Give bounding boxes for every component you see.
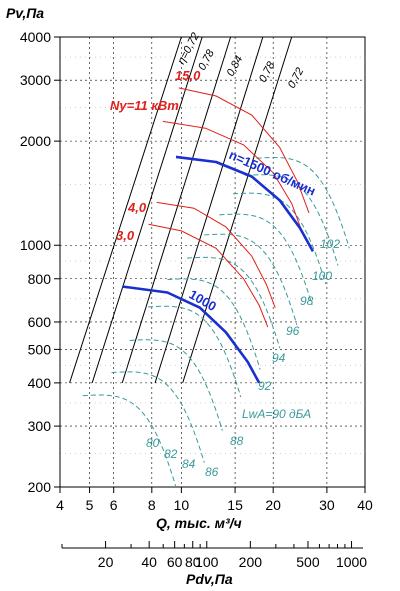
noise-curve — [129, 339, 223, 431]
speed-curves — [122, 155, 315, 384]
x2-axis-label: Pdv,Па — [186, 571, 233, 587]
power-curve — [156, 201, 276, 308]
noise-label: 92 — [258, 379, 272, 393]
noise-label: 82 — [164, 447, 178, 461]
y-tick-label: 300 — [28, 418, 52, 434]
noise-label: 84 — [182, 457, 196, 471]
efficiency-line — [69, 36, 182, 384]
noise-label: 96 — [286, 324, 300, 338]
power-curves — [148, 87, 310, 328]
x-tick-label: 10 — [174, 497, 190, 513]
power-curve — [162, 120, 303, 232]
x-tick-label: 5 — [86, 497, 94, 513]
efficiency-line — [182, 36, 293, 384]
noise-label: 86 — [205, 465, 219, 479]
noise-curve — [148, 305, 242, 398]
power-curve — [148, 223, 269, 328]
y-tick-label: 800 — [28, 271, 52, 287]
efficiency-line — [121, 36, 232, 384]
noise-label: 80 — [146, 436, 160, 450]
x2-tick-label: 40 — [141, 554, 157, 570]
noise-label: 102 — [320, 237, 340, 251]
noise-curve — [82, 394, 177, 486]
y-tick-label: 400 — [28, 375, 52, 391]
x-tick-label: 6 — [110, 497, 118, 513]
speed-curve — [122, 285, 261, 384]
noise-curve — [204, 233, 298, 326]
x2-tick-label: 60 — [167, 554, 183, 570]
x2-tick-label: 200 — [239, 554, 263, 570]
y-tick-label: 200 — [28, 479, 52, 495]
y-axis-label: Pv,Па — [6, 5, 44, 21]
x-tick-label: 8 — [148, 497, 156, 513]
noise-curve — [219, 213, 313, 306]
power-label: 4,0 — [127, 200, 147, 215]
y-tick-label: 500 — [28, 341, 52, 357]
speed-curve — [175, 155, 315, 253]
x-tick-label: 4 — [56, 497, 64, 513]
efficiency-label: 0,72 — [286, 66, 307, 91]
power-curve — [178, 87, 310, 214]
x-axis-label: Q, тыс. м³/ч — [156, 515, 242, 531]
x-tick-label: 30 — [319, 497, 335, 513]
efficiency-line — [154, 36, 264, 384]
power-label: 3,0 — [116, 228, 135, 243]
efficiency-label: 0,78 — [257, 59, 278, 84]
power-label: 15,0 — [175, 68, 201, 83]
power-label: Ny=11 кВт — [110, 98, 179, 113]
y-tick-label: 3000 — [20, 72, 51, 88]
x2-tick-label: 80 — [185, 554, 201, 570]
noise-curve — [232, 192, 327, 285]
x2-tick-label: 500 — [296, 554, 320, 570]
y-tick-label: 600 — [28, 314, 52, 330]
x-tick-label: 40 — [357, 497, 373, 513]
noise-curve — [187, 256, 281, 349]
noise-title: LwA=90 дБА — [242, 407, 311, 421]
efficiency-lines — [69, 36, 293, 384]
efficiency-line — [91, 36, 203, 384]
y-tick-label: 2000 — [20, 133, 51, 149]
noise-label: 100 — [312, 269, 332, 283]
noise-label: 88 — [230, 434, 244, 448]
x2-tick-label: 1000 — [336, 554, 367, 570]
chart-grid — [60, 37, 365, 487]
noise-label: 94 — [272, 351, 286, 365]
y-tick-label: 1000 — [20, 237, 51, 253]
noise-curve — [256, 156, 350, 249]
efficiency-label: 0,84 — [225, 54, 246, 79]
x-tick-label: 15 — [227, 497, 243, 513]
x2-tick-label: 20 — [98, 554, 114, 570]
chart-axes: 200 300 400 500 600 800 1000 2000 3000 4000 4 5 6 8 10… — [20, 29, 373, 570]
noise-label: 98 — [300, 294, 314, 308]
x-tick-label: 20 — [265, 497, 281, 513]
y-tick-label: 4000 — [20, 29, 51, 45]
noise-curve — [167, 278, 261, 370]
x2-tick-label: 100 — [195, 554, 219, 570]
noise-curve — [245, 174, 339, 266]
noise-curve — [111, 371, 205, 463]
plot-frame — [59, 36, 366, 488]
noise-curves — [82, 156, 350, 486]
